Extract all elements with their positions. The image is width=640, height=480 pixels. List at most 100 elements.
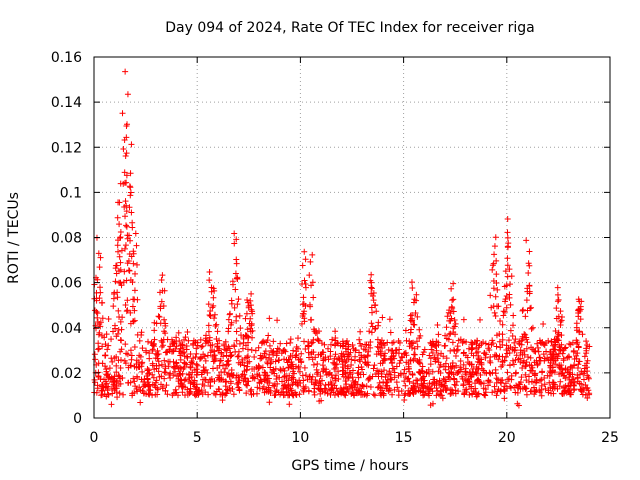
data-point	[575, 344, 582, 351]
data-point	[552, 361, 559, 368]
data-point	[272, 358, 279, 365]
data-point	[435, 331, 442, 338]
data-point	[121, 245, 128, 252]
data-point	[411, 345, 418, 352]
data-point	[188, 358, 195, 365]
data-point	[583, 338, 590, 345]
data-point	[522, 313, 529, 320]
data-point	[387, 371, 394, 378]
data-point	[379, 360, 386, 367]
x-tick-labels: 0 5 10 15 20 25	[90, 430, 619, 446]
data-point	[114, 289, 121, 296]
data-point	[480, 380, 487, 387]
data-point	[137, 387, 144, 394]
data-point	[225, 370, 232, 377]
data-point	[122, 68, 129, 75]
data-point	[481, 349, 488, 356]
data-point	[519, 335, 526, 342]
data-point	[228, 371, 235, 378]
data-point	[573, 337, 580, 344]
data-point	[210, 302, 217, 309]
data-point	[386, 316, 393, 323]
data-point	[514, 389, 521, 396]
data-point	[410, 299, 417, 306]
data-point	[506, 266, 513, 273]
data-point	[130, 248, 137, 255]
data-point	[302, 284, 309, 291]
data-point	[438, 350, 445, 357]
data-point	[277, 391, 284, 398]
data-point	[179, 389, 186, 396]
data-point	[266, 379, 273, 386]
data-point	[509, 332, 516, 339]
data-point	[124, 121, 131, 128]
data-point	[344, 386, 351, 393]
data-point	[519, 307, 526, 314]
data-point	[544, 354, 551, 361]
data-point	[345, 373, 352, 380]
data-point	[525, 373, 532, 380]
data-point	[245, 339, 252, 346]
data-point	[162, 363, 169, 370]
data-point	[348, 383, 355, 390]
data-point	[309, 251, 316, 258]
data-point	[208, 376, 215, 383]
data-point	[533, 377, 540, 384]
data-point	[145, 367, 152, 374]
data-point	[154, 351, 161, 358]
data-point	[104, 371, 111, 378]
data-point	[331, 360, 338, 367]
data-point	[146, 355, 153, 362]
data-point	[586, 391, 593, 398]
data-point	[271, 392, 278, 399]
data-point	[122, 341, 129, 348]
data-point	[210, 365, 217, 372]
data-point	[259, 364, 266, 371]
data-point	[114, 214, 121, 221]
data-point	[158, 298, 165, 305]
data-point	[504, 369, 511, 376]
data-point	[217, 357, 224, 364]
data-point	[206, 334, 213, 341]
data-point	[567, 380, 574, 387]
data-point	[574, 375, 581, 382]
data-point	[193, 361, 200, 368]
data-point	[171, 340, 178, 347]
data-point	[118, 337, 125, 344]
data-point	[175, 378, 182, 385]
data-point	[443, 324, 450, 331]
data-point	[233, 260, 240, 267]
data-point	[276, 374, 283, 381]
data-point	[314, 329, 321, 336]
data-point	[121, 169, 128, 176]
data-point	[266, 315, 273, 322]
data-point	[110, 291, 117, 298]
data-point	[363, 383, 370, 390]
data-point	[241, 362, 248, 369]
data-point	[268, 369, 275, 376]
data-point	[529, 346, 536, 353]
data-point	[523, 359, 530, 366]
data-point	[101, 334, 108, 341]
data-point	[104, 346, 111, 353]
data-point	[176, 370, 183, 377]
data-point	[267, 364, 274, 371]
data-point	[444, 313, 451, 320]
data-point	[127, 347, 134, 354]
data-point	[134, 331, 141, 338]
data-point	[307, 316, 314, 323]
data-points	[91, 68, 593, 409]
data-point	[185, 337, 192, 344]
data-point	[113, 389, 120, 396]
data-point	[345, 375, 352, 382]
data-point	[461, 389, 468, 396]
data-point	[214, 364, 221, 371]
data-point	[196, 356, 203, 363]
data-point	[561, 384, 568, 391]
data-point	[554, 337, 561, 344]
data-point	[277, 340, 284, 347]
data-point	[557, 322, 564, 329]
data-point	[130, 318, 137, 325]
data-point	[299, 372, 306, 379]
data-point	[523, 345, 530, 352]
